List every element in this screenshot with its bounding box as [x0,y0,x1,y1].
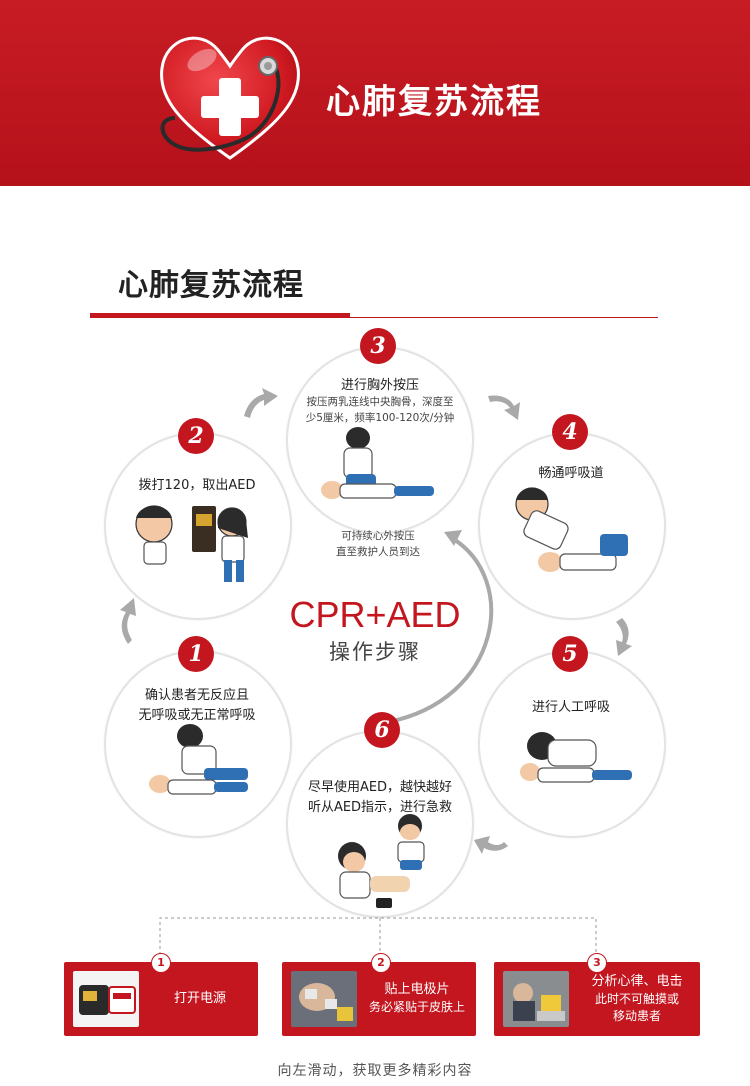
step-1-line-2: 无呼吸或无正常呼吸 [110,704,284,723]
step-1-badge: 1 [178,636,214,672]
electrode-pads-photo [291,971,357,1027]
arrow-4-to-5 [616,618,632,656]
note-line-2: 直至救护人员到达 [318,544,438,560]
step-4-title: 畅通呼吸道 [484,462,658,481]
aed-card-1-badge: 1 [151,953,171,973]
step-4-badge: 4 [552,414,588,450]
aed-device-photo [73,971,139,1027]
aed-card-3: 分析心律、电击 此时不可触摸或 移动患者 [494,962,700,1036]
continue-compression-note: 可持续心外按压 直至救护人员到达 [318,528,438,560]
arrow-2-to-3 [244,388,278,418]
note-line-1: 可持续心外按压 [318,528,438,544]
step-3-title: 进行胸外按压 [298,374,462,393]
aed-card-1: 打开电源 [64,962,258,1036]
aed-card-2-line-1: 贴上电极片 [362,981,472,998]
aed-card-3-line-1: 分析心律、电击 [578,973,696,990]
aed-card-2-line-2: 务必紧贴于皮肤上 [362,999,472,1016]
aed-card-2-badge: 2 [371,953,391,973]
step-6-line-2: 听从AED指示，进行急救 [292,796,468,815]
step-6-line-1: 尽早使用AED，越快越好 [292,776,468,795]
step-3-desc-2: 少5厘米，频率100-120次/分钟 [292,410,468,426]
arrow-1-to-2 [120,598,136,644]
arrow-3-to-4 [488,395,520,420]
step-5-title: 进行人工呼吸 [484,696,658,715]
swipe-hint: 向左滑动，获取更多精彩内容 [0,1060,750,1080]
center-subtitle: 操作步骤 [270,636,480,666]
center-title: CPR+AED [270,594,480,636]
step-3-badge: 3 [360,328,396,364]
aed-card-2: 贴上电极片 务必紧贴于皮肤上 [282,962,476,1036]
aed-card-3-badge: 3 [587,953,607,973]
step-2-badge: 2 [178,418,214,454]
step-1-line-1: 确认患者无反应且 [110,684,284,703]
aed-card-3-line-2: 此时不可触摸或 [578,991,696,1008]
step-6-badge: 6 [364,712,400,748]
analyze-rhythm-photo [503,971,569,1027]
step-5-badge: 5 [552,636,588,672]
aed-card-3-line-3: 移动患者 [578,1008,696,1025]
arrow-5-to-6 [474,836,508,854]
step-2-title: 拨打120，取出AED [110,474,284,493]
step-3-desc-1: 按压两乳连线中央胸骨，深度至 [292,394,468,410]
aed-card-1-text: 打开电源 [148,990,252,1007]
